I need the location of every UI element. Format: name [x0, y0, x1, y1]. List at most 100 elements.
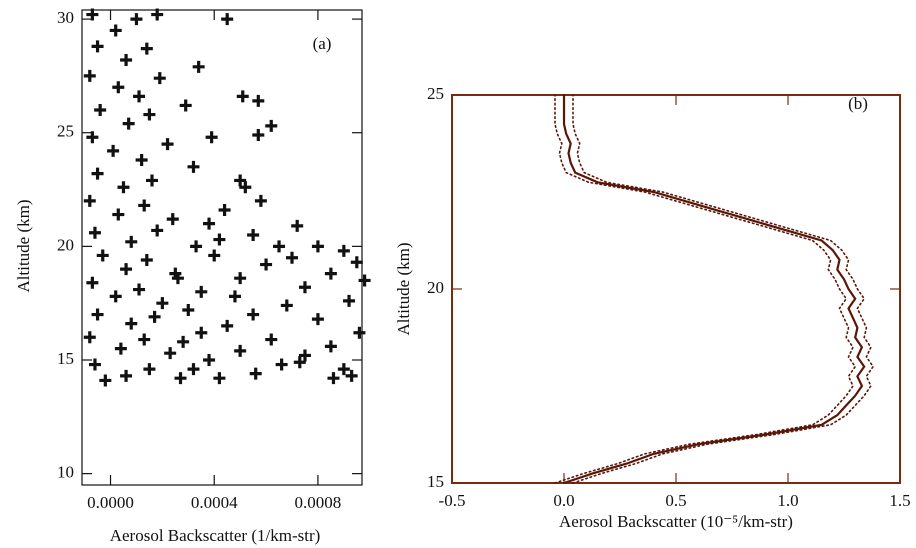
scatter-point [91, 308, 104, 321]
scatter-point [153, 72, 166, 85]
scatter-point [88, 358, 101, 371]
x-tick-label: 1.0 [777, 491, 798, 510]
plot-frame [81, 9, 363, 486]
scatter-point [125, 317, 138, 330]
x-tick-label: 0.0008 [295, 493, 342, 512]
scatter-point [239, 181, 252, 194]
scatter-point [254, 194, 267, 207]
y-tick-label: 15 [427, 472, 444, 491]
scatter-point [117, 181, 130, 194]
scatter-point [91, 40, 104, 53]
scatter-point [337, 244, 350, 257]
scatter-point [187, 363, 200, 376]
x-axis-label: Aerosol Backscatter (10⁻⁵/km-str) [559, 512, 793, 531]
scatter-point [140, 254, 153, 266]
scatter-point [311, 240, 324, 253]
scatter-point [112, 208, 125, 221]
bound-line [572, 94, 875, 484]
scatter-point [143, 363, 156, 376]
scatter-point [265, 333, 278, 346]
scatter-point [174, 372, 187, 385]
scatter-point [311, 313, 324, 326]
scatter-point [177, 335, 190, 348]
scatter-point [88, 226, 101, 239]
scatter-point [86, 276, 99, 289]
scatter-point [213, 233, 226, 246]
scatter-point [91, 167, 104, 180]
scatter-point [343, 294, 356, 307]
y-tick-label: 10 [57, 463, 74, 482]
scatter-point [203, 354, 216, 366]
scatter-point [195, 285, 208, 298]
y-axis-label: Altitude (km) [14, 199, 33, 292]
y-tick-label: 25 [427, 84, 444, 103]
scatter-point [205, 131, 218, 144]
scatter-point [140, 42, 153, 55]
x-tick-label: 0.0004 [191, 493, 238, 512]
y-tick-label: 15 [57, 349, 74, 368]
scatter-point [234, 272, 247, 285]
scatter-point [120, 54, 133, 66]
scatter-point [293, 356, 306, 369]
scatter-point [83, 194, 96, 207]
scatter-point [182, 304, 195, 316]
scatter-point [83, 69, 96, 82]
scatter-point [143, 108, 156, 121]
x-tick-label: 1.5 [889, 491, 910, 510]
scatter-point [337, 363, 350, 376]
scatter-point [179, 99, 192, 112]
x-tick-label: -0.5 [439, 491, 466, 510]
scatter-point [146, 174, 158, 187]
scatter-point [208, 249, 221, 262]
scatter-point [94, 104, 107, 116]
scatter-point [252, 94, 265, 107]
scatter-point [350, 256, 363, 269]
scatter-point [122, 117, 135, 130]
scatter-point [275, 358, 288, 371]
scatter-point [298, 349, 311, 362]
x-tick-label: 0.0 [553, 491, 574, 510]
scatter-point [221, 13, 234, 26]
scatter-point [192, 60, 205, 73]
scatter-point [247, 308, 260, 321]
scatter-point [286, 251, 298, 264]
scatter-point [195, 326, 208, 339]
scatter-point [135, 154, 148, 166]
scatter-point [228, 290, 241, 303]
plot-frame [451, 94, 901, 484]
scatter-point [358, 274, 371, 287]
scatter-point [171, 272, 184, 285]
scatter-point [86, 8, 99, 21]
scatter-point [138, 199, 151, 212]
scatter-point [298, 281, 311, 294]
scatter-point [249, 367, 262, 380]
scatter-point [120, 369, 133, 382]
scatter-point [125, 235, 138, 248]
scatter-point [151, 224, 164, 237]
scatter-point [252, 129, 265, 141]
scatter-point [260, 258, 273, 271]
scatter-point [99, 374, 112, 387]
x-tick-label: 0.5 [665, 491, 686, 510]
scatter-point [353, 326, 366, 339]
scatter-point [151, 8, 164, 21]
scatter-point [156, 297, 169, 310]
scatter-point [112, 81, 125, 94]
y-tick-label: 30 [57, 8, 74, 27]
scatter-point [148, 310, 161, 323]
y-tick-label: 25 [57, 122, 74, 141]
bound-line [554, 94, 857, 484]
scatter-point [234, 174, 247, 187]
scatter-point [324, 340, 337, 353]
scatter-point [213, 372, 226, 385]
scatter-point [187, 160, 200, 173]
scatter-point [130, 13, 143, 26]
scatter-point [161, 138, 174, 151]
scatter-point [86, 131, 99, 144]
scatter-point [109, 290, 122, 303]
y-axis-label: Altitude (km) [394, 242, 413, 335]
scatter-point [291, 219, 304, 232]
scatter-point [345, 369, 358, 382]
scatter-point [133, 283, 146, 296]
scatter-point [247, 229, 260, 241]
